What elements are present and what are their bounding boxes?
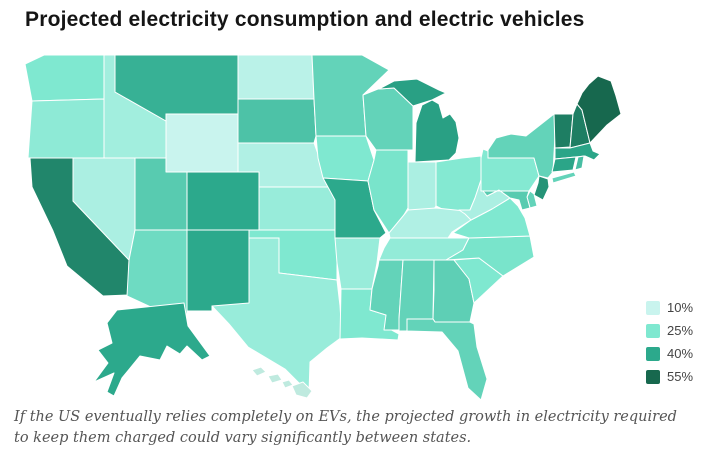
state-nm [186,229,250,312]
state-sd [237,98,317,144]
chart-caption: If the US eventually relies completely o… [14,409,677,447]
state-me [576,75,622,144]
us-map-svg [24,54,622,401]
hawaii-island [291,381,313,399]
state-fl [406,318,488,401]
legend-swatch [646,346,660,361]
state-wy [165,113,239,173]
state-ak [93,302,211,397]
state-az [126,229,188,315]
legend-label: 25% [667,323,694,338]
state-ct [551,156,577,173]
legend-label: 10% [667,300,694,315]
state-wa [24,54,105,102]
state-or [27,98,105,159]
legend-swatch [646,323,660,338]
state-md [482,189,531,211]
state-co [186,171,260,231]
legend-swatch [646,369,660,384]
state-mi [378,78,460,163]
legend-item: 55% [646,369,693,384]
legend-label: 55% [667,369,694,384]
state-hi [251,366,313,399]
legend: 10% 25% 40% 55% [646,300,693,384]
legend-item: 10% [646,300,693,315]
hawaii-island [267,373,283,384]
state-nj [533,175,550,201]
state-tx [211,237,343,394]
legend-label: 40% [667,346,694,361]
us-map [22,48,632,404]
state-nc [445,235,535,277]
chart-title: Projected electricity consumption and el… [25,8,585,31]
state-ia [315,135,375,182]
hawaii-island [281,379,294,389]
legend-item: 40% [646,346,693,361]
state-ar [334,237,381,290]
state-ri [574,155,585,171]
hawaii-island [251,366,267,377]
state-ks [258,186,336,231]
legend-item: 25% [646,323,693,338]
state-nd [237,54,315,100]
legend-swatch [646,300,660,315]
